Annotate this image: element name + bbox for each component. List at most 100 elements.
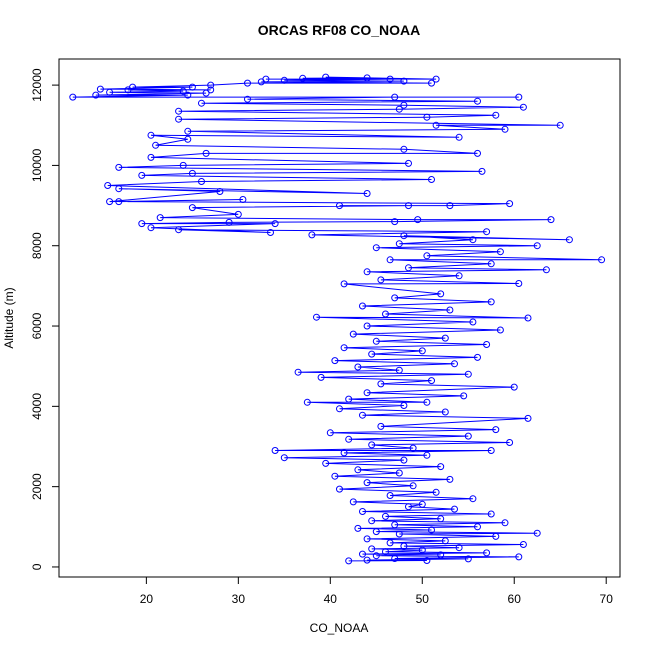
data-point [271, 447, 279, 454]
data-point [363, 74, 371, 82]
x-axis: 20 30 40 50 60 70 [140, 577, 613, 606]
data-point [207, 81, 215, 89]
x-tick-label: 20 [140, 592, 154, 606]
data-point [368, 441, 376, 449]
data-point [322, 73, 330, 81]
data-point [156, 214, 164, 222]
data-point [451, 505, 458, 513]
data-point [455, 272, 463, 280]
data-point [515, 93, 523, 101]
data-point [487, 510, 495, 518]
data-point [423, 252, 431, 260]
data-point [188, 83, 196, 91]
data-point [501, 519, 509, 527]
data-point [340, 449, 348, 457]
data-point [179, 87, 187, 95]
data-point [377, 380, 385, 388]
data-point [469, 318, 477, 326]
data-point [294, 368, 302, 376]
data-point [400, 77, 408, 85]
data-point [345, 557, 353, 565]
data-point [152, 141, 160, 149]
data-point [418, 546, 426, 554]
data-point [368, 350, 376, 358]
data-point [432, 121, 440, 129]
data-point [506, 439, 514, 446]
data-point [202, 89, 210, 97]
data-point [363, 535, 371, 543]
data-point [565, 236, 573, 244]
data-point [437, 290, 445, 298]
data-point [326, 429, 334, 437]
data-point [437, 463, 445, 471]
data-point [382, 310, 389, 318]
data-point [391, 555, 399, 562]
data-point [377, 276, 385, 284]
data-point [469, 495, 477, 503]
data-point [244, 79, 251, 87]
data-point [405, 503, 412, 511]
data-point [386, 256, 394, 264]
data-point [428, 79, 435, 87]
data-point [198, 99, 205, 107]
data-point [115, 185, 123, 193]
data-point [428, 526, 435, 534]
data-point [487, 260, 495, 268]
data-point [478, 167, 486, 175]
data-point [175, 226, 183, 234]
data-point [483, 341, 491, 348]
data-point [400, 402, 408, 409]
data-point [395, 366, 403, 374]
data-point [446, 306, 454, 314]
data-point [474, 353, 481, 361]
data-point [400, 101, 408, 109]
data-point [524, 314, 532, 322]
data-point [395, 469, 403, 477]
data-point [598, 256, 606, 264]
data-point [359, 302, 366, 310]
data-point [372, 552, 380, 560]
data-point [423, 557, 431, 564]
data-point [474, 149, 481, 157]
data-point [451, 360, 458, 368]
data-point [104, 182, 112, 189]
data-point [519, 541, 527, 548]
data-point [308, 231, 316, 239]
data-point [202, 149, 210, 157]
y-tick-label: 0 [30, 563, 44, 570]
data-point [184, 91, 192, 99]
data-point [469, 236, 477, 244]
data-point [267, 229, 274, 236]
data-point [455, 133, 463, 141]
series-layer [69, 73, 606, 565]
x-tick-label: 60 [508, 592, 522, 606]
data-point [244, 95, 251, 103]
data-point [460, 392, 468, 400]
data-point [400, 456, 408, 464]
data-point [354, 466, 362, 474]
data-point [239, 196, 247, 203]
y-tick-label: 12000 [30, 68, 44, 102]
data-point [363, 479, 371, 487]
data-point [115, 198, 123, 206]
data-point [138, 220, 146, 228]
data-point [198, 178, 205, 185]
data-point [354, 363, 362, 371]
data-point [262, 75, 270, 83]
data-point [207, 86, 215, 94]
data-point [147, 131, 155, 139]
data-point [474, 523, 481, 531]
data-point [432, 488, 440, 496]
data-point [188, 204, 196, 212]
data-point [299, 74, 307, 82]
data-point [363, 322, 371, 330]
data-point [382, 548, 389, 556]
data-point [519, 103, 527, 111]
data-point [542, 266, 550, 274]
data-point [368, 517, 376, 525]
data-point [175, 107, 183, 115]
data-point [437, 551, 445, 559]
data-point [501, 125, 509, 133]
data-point [391, 521, 399, 529]
